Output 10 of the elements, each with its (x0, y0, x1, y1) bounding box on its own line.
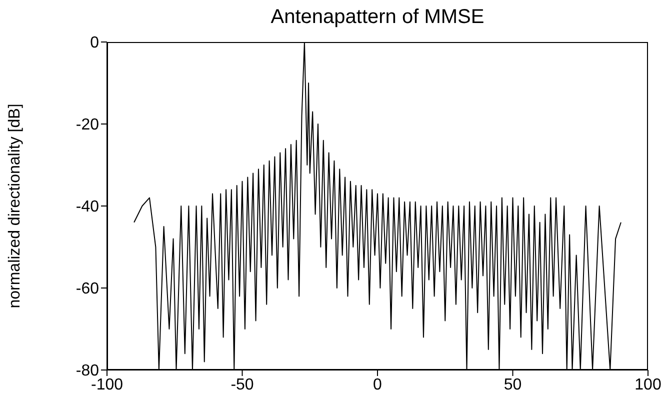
x-tick-label: -50 (230, 376, 254, 394)
y-tick-label: -20 (76, 116, 100, 134)
chart-title: Antenapattern of MMSE (270, 6, 486, 29)
x-tick-label: 0 (373, 376, 382, 394)
y-tick-label: -40 (76, 198, 100, 216)
x-tick-label: 100 (634, 376, 662, 394)
x-tick-label: 50 (504, 376, 522, 394)
y-tick-label: -60 (76, 280, 100, 298)
y-tick-label: 0 (90, 34, 100, 52)
y-axis-title: normalized directionality [dB] (6, 104, 24, 308)
